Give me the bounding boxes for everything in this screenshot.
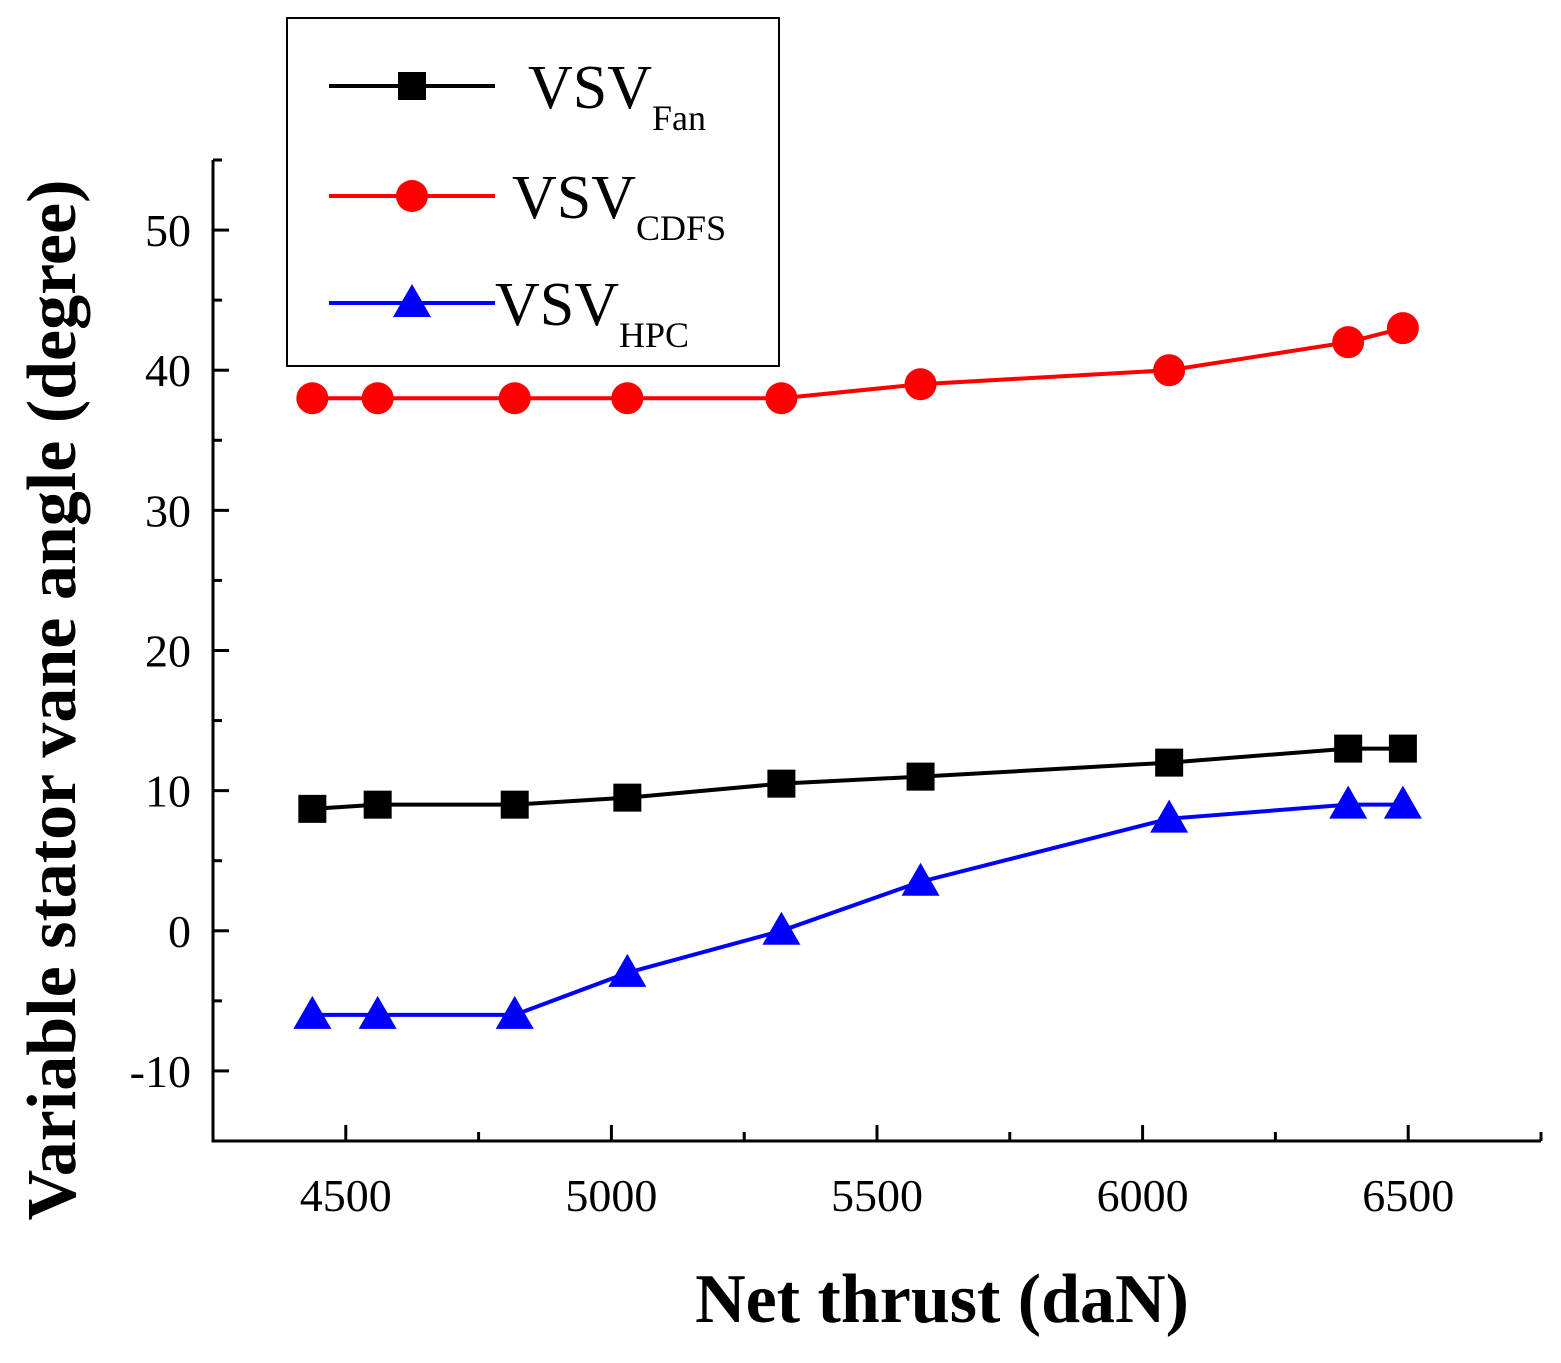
data-point [363,790,392,819]
data-point [1332,326,1365,359]
data-point [293,995,332,1029]
data-point [1388,734,1417,763]
series-line-hpc [312,802,1403,1017]
x-tick-label: 6000 [1097,1170,1189,1221]
legend-marker [396,180,428,212]
ticks: 4500 5000 5500 6000 6500 -10 0 10 20 30 40 50 [130,158,1543,1221]
series-line-fan [312,746,1403,811]
legend-marker [398,72,426,100]
legend-marker [393,284,431,317]
data-point [901,862,940,896]
data-point [500,790,529,819]
data-point [767,769,796,798]
data-point [611,382,644,415]
y-tick-label: 10 [145,766,191,817]
data-point [1329,785,1368,819]
legend-label-subscript: CDFS [636,208,726,248]
series-layer [293,312,1422,1029]
y-tick-label: -10 [130,1046,191,1097]
y-tick-label: 50 [145,205,191,256]
data-point [498,382,531,415]
data-point [608,953,647,987]
series-fan [298,734,1417,823]
legend-label-subscript: HPC [619,315,689,355]
data-point [495,995,534,1029]
x-tick-label: 6500 [1362,1170,1454,1221]
data-point [1383,785,1422,819]
y-tick-label: 20 [145,626,191,677]
data-point [1386,312,1419,345]
x-tick-label: 4500 [300,1170,392,1221]
data-point [613,783,642,812]
y-tick-label: 40 [145,345,191,396]
data-point [358,995,397,1029]
y-tick-label: 30 [145,485,191,536]
data-point [762,911,801,945]
data-point [298,794,327,823]
legend-label-subscript: Fan [652,98,706,138]
y-tick-label: 0 [168,906,191,957]
data-point [1155,748,1184,777]
data-point [1334,734,1363,763]
x-tick-label: 5000 [565,1170,657,1221]
data-point [1153,354,1186,387]
data-point [1150,799,1189,833]
legend-box [286,17,780,367]
x-tick-label: 5500 [831,1170,923,1221]
y-axis-title: Variable stator vane angle (degree) [14,180,91,1221]
data-point [906,762,935,791]
data-point [361,382,394,415]
data-point [904,368,937,401]
data-point [296,382,329,415]
series-hpc [293,785,1422,1029]
data-point [765,382,798,415]
series-cdfs [296,312,1419,415]
x-axis-title: Net thrust (daN) [695,1261,1189,1338]
